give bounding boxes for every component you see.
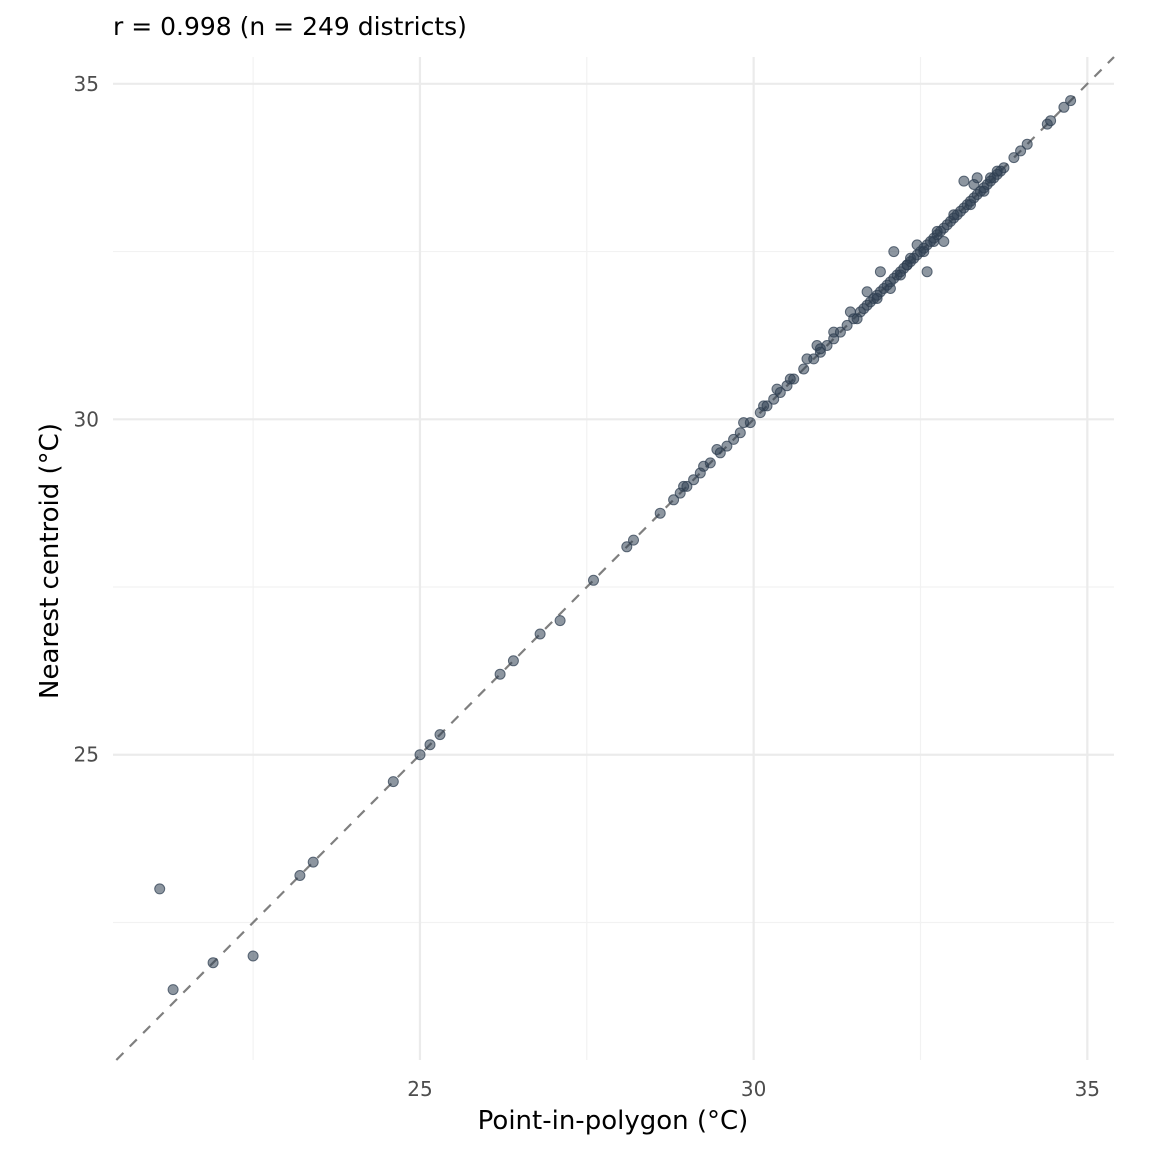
data-point [965, 199, 976, 211]
data-point [628, 534, 639, 546]
data-point [801, 353, 813, 365]
data-point [1065, 95, 1077, 107]
data-point [728, 433, 740, 445]
data-point [798, 363, 810, 375]
data-point [905, 252, 916, 264]
data-point [938, 236, 950, 247]
data-point [387, 776, 399, 788]
data-point [698, 460, 710, 472]
data-point [738, 417, 750, 429]
y-tick-label: 25 [74, 743, 99, 767]
chart-subtitle: r = 0.998 (n = 249 districts) [113, 12, 467, 41]
data-point [588, 574, 599, 586]
data-point [1021, 138, 1033, 150]
data-point [734, 427, 746, 439]
data-point [971, 172, 983, 184]
data-point [884, 283, 896, 294]
data-point [771, 383, 783, 395]
data-point [1008, 152, 1020, 164]
data-point [851, 313, 863, 325]
data-point [758, 400, 770, 412]
data-point [494, 668, 506, 680]
data-point [247, 950, 259, 962]
data-point [985, 172, 996, 184]
data-point [434, 729, 446, 741]
grid [113, 57, 1114, 1060]
data-point [1058, 101, 1070, 113]
data-point [918, 246, 930, 258]
data-point [931, 225, 943, 237]
data-point [814, 343, 826, 355]
x-axis-ticks: 25 30 35 [407, 1077, 1100, 1101]
x-axis-title: Point-in-polygon (°C) [478, 1106, 749, 1136]
data-point [654, 507, 666, 519]
data-point [307, 856, 319, 868]
data-point [424, 739, 436, 751]
data-point [534, 628, 546, 640]
x-tick-label: 30 [741, 1077, 766, 1101]
data-point [921, 266, 933, 278]
data-point [844, 306, 856, 318]
y-tick-label: 30 [74, 407, 99, 431]
data-point [678, 480, 690, 492]
data-point [998, 162, 1010, 174]
y-axis-title: Nearest centroid (°C) [35, 423, 65, 699]
data-point [621, 541, 633, 553]
data-point [1045, 115, 1057, 127]
data-point [871, 293, 883, 304]
x-tick-label: 35 [1075, 1077, 1100, 1101]
data-point [688, 474, 700, 486]
data-point [928, 236, 940, 247]
y-axis-ticks: 25 30 35 [74, 72, 99, 767]
data-point [167, 984, 179, 996]
data-point [294, 870, 306, 881]
data-point [978, 185, 990, 197]
data-point [768, 393, 780, 405]
data-point [414, 749, 426, 761]
data-point [1015, 145, 1027, 157]
x-tick-label: 25 [407, 1077, 432, 1101]
data-point [721, 440, 733, 452]
data-point [507, 655, 519, 667]
data-point [784, 373, 796, 385]
data-point [888, 246, 900, 258]
data-points [154, 95, 1077, 996]
data-point [207, 957, 219, 969]
data-point [828, 326, 840, 338]
data-point [154, 883, 166, 895]
data-point [841, 319, 853, 331]
data-point [895, 269, 906, 281]
data-point [874, 266, 886, 278]
data-point [948, 209, 960, 221]
y-tick-label: 35 [74, 72, 99, 96]
data-point [668, 494, 680, 506]
data-point [711, 444, 723, 455]
data-point [861, 286, 873, 298]
data-point [958, 175, 970, 187]
data-point [911, 239, 923, 251]
data-point [554, 615, 566, 627]
